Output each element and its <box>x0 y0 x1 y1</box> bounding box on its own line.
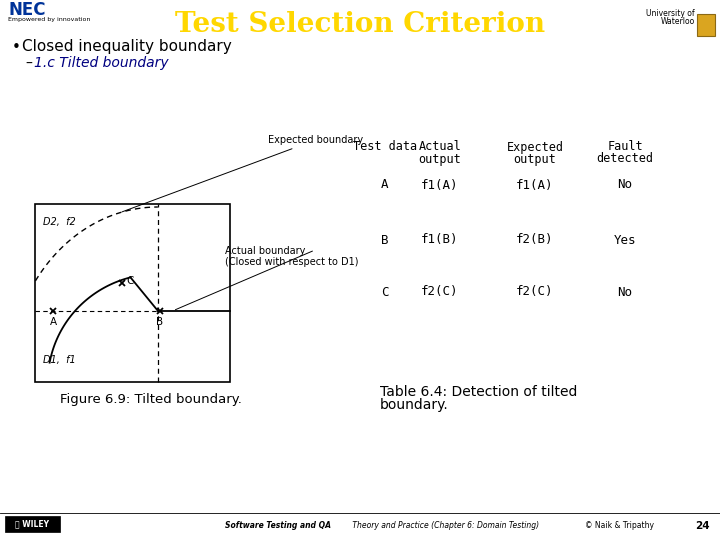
Text: 1.c Tilted boundary: 1.c Tilted boundary <box>34 56 168 70</box>
Text: f2(C): f2(C) <box>421 286 459 299</box>
Text: NEC: NEC <box>8 1 45 19</box>
Text: No: No <box>618 286 632 299</box>
Text: Empowered by innovation: Empowered by innovation <box>8 17 91 22</box>
Text: A: A <box>382 179 389 192</box>
Text: –: – <box>26 56 37 70</box>
Text: C: C <box>127 276 134 286</box>
Text: D2,  f2: D2, f2 <box>43 217 76 227</box>
Text: Closed inequality boundary: Closed inequality boundary <box>22 39 232 55</box>
Text: © Naik & Tripathy: © Naik & Tripathy <box>585 522 654 530</box>
Text: Ⓠ WILEY: Ⓠ WILEY <box>15 519 49 529</box>
Text: f2(C): f2(C) <box>516 286 554 299</box>
Text: B: B <box>382 233 389 246</box>
Text: No: No <box>618 179 632 192</box>
Text: Expected: Expected <box>506 140 564 153</box>
Text: detected: detected <box>596 152 654 165</box>
Bar <box>35 204 230 382</box>
Text: •: • <box>12 39 21 55</box>
Text: B: B <box>156 317 163 327</box>
Text: f1(A): f1(A) <box>421 179 459 192</box>
Text: Expected boundary: Expected boundary <box>122 135 363 212</box>
FancyBboxPatch shape <box>5 516 60 532</box>
Text: Test Selection Criterion: Test Selection Criterion <box>175 11 545 38</box>
Text: output: output <box>418 152 462 165</box>
Text: boundary.: boundary. <box>380 398 449 412</box>
Text: Waterloo: Waterloo <box>661 17 695 25</box>
FancyBboxPatch shape <box>697 14 715 36</box>
Text: Fault: Fault <box>607 140 643 153</box>
Text: Software Testing and QA: Software Testing and QA <box>225 522 331 530</box>
Text: Table 6.4: Detection of tilted: Table 6.4: Detection of tilted <box>380 385 577 399</box>
Text: D1,  f1: D1, f1 <box>43 355 76 365</box>
Text: f1(B): f1(B) <box>421 233 459 246</box>
Text: A: A <box>50 317 57 327</box>
Text: Theory and Practice (Chapter 6: Domain Testing): Theory and Practice (Chapter 6: Domain T… <box>350 522 539 530</box>
Text: (Closed with respect to D1): (Closed with respect to D1) <box>225 257 359 267</box>
Text: output: output <box>513 152 557 165</box>
Text: C: C <box>382 286 389 299</box>
Text: f2(B): f2(B) <box>516 233 554 246</box>
Text: Actual: Actual <box>418 140 462 153</box>
Text: Test data: Test data <box>353 140 417 153</box>
Text: f1(A): f1(A) <box>516 179 554 192</box>
Text: 24: 24 <box>696 521 710 531</box>
Text: Actual boundary: Actual boundary <box>225 246 305 256</box>
Text: University of: University of <box>647 9 695 17</box>
Text: Figure 6.9: Tilted boundary.: Figure 6.9: Tilted boundary. <box>60 394 242 407</box>
Text: Yes: Yes <box>613 233 636 246</box>
